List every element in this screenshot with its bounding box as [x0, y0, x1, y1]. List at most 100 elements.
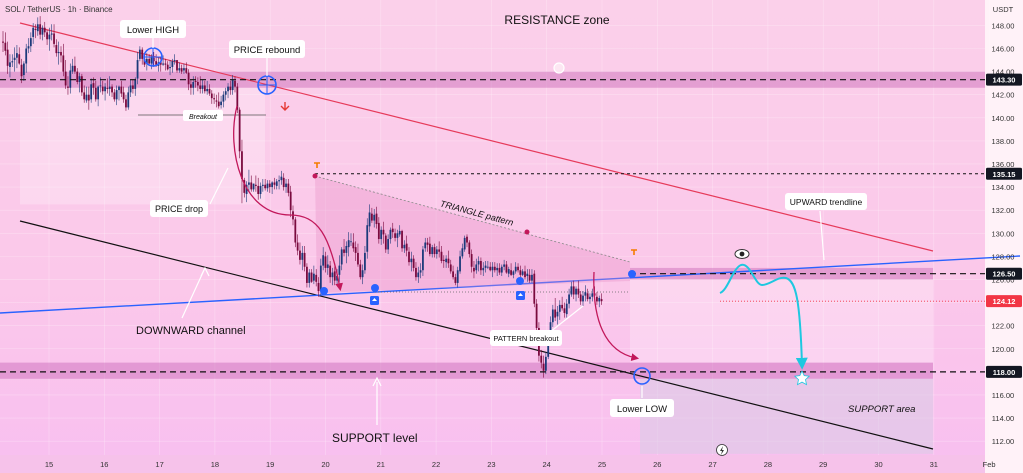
- star-icon: [793, 370, 811, 386]
- candle-body: [319, 265, 322, 292]
- candle-body: [359, 264, 362, 278]
- candle-body: [234, 80, 236, 87]
- candle-body: [317, 282, 320, 292]
- candle-body: [220, 101, 222, 106]
- candle-body: [13, 57, 16, 61]
- candle-body: [92, 83, 95, 88]
- price-tick-label: 120.00: [992, 345, 1015, 354]
- candle-body: [510, 270, 512, 275]
- time-tick-label: 15: [45, 460, 53, 469]
- candle-body: [303, 252, 306, 267]
- candle-body: [340, 249, 343, 265]
- candle-body: [396, 233, 399, 238]
- candle-body: [275, 181, 278, 186]
- candle-body: [159, 62, 162, 65]
- time-tick-label: 23: [487, 460, 495, 469]
- candle-body: [50, 33, 53, 35]
- candle-body: [584, 292, 587, 296]
- candle-body: [55, 45, 58, 54]
- candle-body: [296, 242, 299, 251]
- candle-body: [252, 183, 255, 190]
- candle-body: [447, 258, 450, 264]
- price-tick-label: 142.00: [992, 91, 1015, 100]
- candle-body: [412, 258, 415, 268]
- candle-body: [268, 183, 271, 188]
- candle-body: [115, 90, 118, 100]
- candle-body: [306, 266, 308, 283]
- candle-body: [22, 63, 25, 76]
- candle-body: [148, 58, 151, 64]
- candle-body: [343, 249, 345, 253]
- time-tick-label: 19: [266, 460, 274, 469]
- candle-body: [352, 242, 355, 249]
- candle-body: [101, 86, 104, 92]
- level-lines: [0, 79, 985, 373]
- pale-region-right: [630, 279, 933, 363]
- candle-body: [345, 245, 348, 253]
- pale-region: [20, 87, 265, 205]
- price-badge-label: 124.12: [993, 297, 1016, 306]
- label-downward-channel: DOWNWARD channel: [136, 325, 246, 337]
- candle-body: [519, 270, 522, 275]
- lightning-icon: [716, 444, 728, 456]
- trendline-dot-2: [371, 284, 379, 292]
- svg-text:UPWARD trendline: UPWARD trendline: [790, 197, 863, 207]
- candle-body: [46, 32, 48, 40]
- candle-body: [217, 101, 220, 107]
- candle-body: [486, 266, 489, 268]
- price-tick-label: 144.00: [992, 68, 1015, 77]
- svg-text:Breakout: Breakout: [189, 114, 218, 121]
- price-badge-label: 143.30: [993, 76, 1016, 85]
- candle-body: [419, 270, 422, 273]
- candle-body: [178, 68, 181, 71]
- hammer-icon: [280, 102, 637, 255]
- candle-body: [496, 267, 499, 271]
- candle-body: [173, 60, 176, 62]
- candle-body: [74, 65, 76, 72]
- time-axis-ticks: 15 16 17 18 19 20 21 22 23 24 25 26 27 28 29 30 31 Feb: [45, 460, 996, 469]
- candle-body: [333, 271, 336, 281]
- candle-body: [20, 64, 23, 77]
- candle-body: [575, 288, 577, 295]
- candle-body: [299, 250, 301, 260]
- candle-body: [422, 249, 424, 271]
- candle-body: [329, 265, 332, 278]
- candle-body: [514, 266, 517, 272]
- support-level-pointer-head: [372, 376, 382, 387]
- candle-body: [243, 180, 246, 193]
- candle-body: [531, 274, 533, 281]
- candle-body: [410, 258, 413, 263]
- candle-body: [461, 248, 464, 257]
- candle-body: [215, 100, 218, 102]
- projection-path: [719, 263, 808, 370]
- price-badge: [986, 167, 1022, 180]
- candle-body: [579, 294, 582, 302]
- candle-body: [169, 66, 171, 69]
- candle-body: [261, 184, 264, 186]
- symbol-header[interactable]: SOL / TetherUS · 1h · Binance: [5, 5, 113, 14]
- pattern-breakout-arrow: [593, 271, 640, 361]
- candle-body: [370, 213, 373, 221]
- candle-body: [29, 38, 32, 47]
- candle-body: [280, 176, 283, 181]
- candle-body: [315, 274, 318, 282]
- label-breakout: Breakout: [183, 110, 223, 121]
- candle-body: [561, 304, 564, 309]
- candle-body: [166, 64, 169, 70]
- candle-body: [442, 259, 445, 261]
- svg-text:PRICE rebound: PRICE rebound: [234, 45, 301, 56]
- candle-body: [454, 277, 457, 283]
- trendline-dot-3: [516, 277, 524, 285]
- candle-body: [282, 177, 285, 188]
- time-tick-label: 20: [321, 460, 329, 469]
- candle-body: [83, 92, 86, 100]
- candle-body: [517, 266, 519, 271]
- time-axis[interactable]: [0, 455, 985, 473]
- candle-body: [470, 254, 473, 267]
- candle-body: [456, 270, 459, 283]
- candle-body: [380, 229, 383, 240]
- candle-body: [194, 80, 197, 82]
- time-tick-label: 18: [211, 460, 219, 469]
- candle-body: [498, 267, 501, 273]
